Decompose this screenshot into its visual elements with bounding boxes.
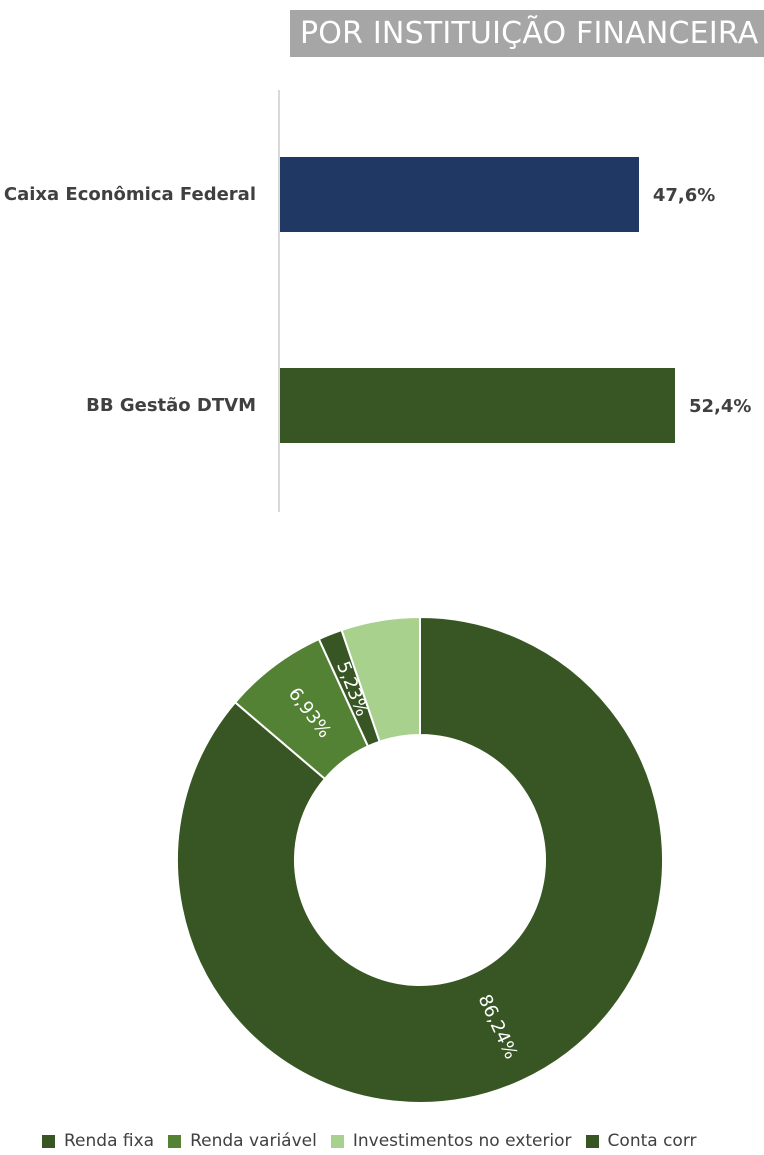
legend-label: Investimentos no exterior [352, 1131, 572, 1151]
bar-caixa [280, 157, 639, 232]
chart-title: POR INSTITUIÇÃO FINANCEIRA [300, 16, 759, 51]
donut-legend: Renda fixa Renda variável Investimentos no… [42, 1131, 764, 1155]
legend-swatch [42, 1134, 55, 1148]
legend-item: Renda variável [168, 1131, 317, 1151]
legend-label: Conta corr [607, 1131, 697, 1151]
bar-category-label: BB Gestão DTVM [86, 395, 256, 416]
legend-item: Conta corr [585, 1131, 697, 1151]
bar-value-label: 52,4% [689, 396, 752, 417]
bar-value-label: 47,6% [652, 185, 716, 206]
bar-category-label: Caixa Econômica Federal [3, 184, 256, 205]
legend-item: Renda fixa [42, 1131, 154, 1151]
allocation-donut-chart: 86,24%6,93%5,23% [176, 615, 664, 1104]
legend-label: Renda variável [190, 1131, 317, 1151]
chart-title-banner: POR INSTITUIÇÃO FINANCEIRA [290, 10, 764, 57]
legend-swatch [168, 1134, 182, 1148]
bar-bb [280, 368, 675, 443]
donut-slice-investimentos-no-exterior [340, 615, 421, 743]
legend-swatch [330, 1134, 344, 1148]
legend-label: Renda fixa [64, 1131, 155, 1151]
legend-item: Investimentos no exterior [330, 1131, 572, 1151]
bar-axis-line [278, 90, 280, 512]
donut-slice-renda-fixa [176, 615, 664, 1104]
legend-swatch [585, 1134, 599, 1148]
